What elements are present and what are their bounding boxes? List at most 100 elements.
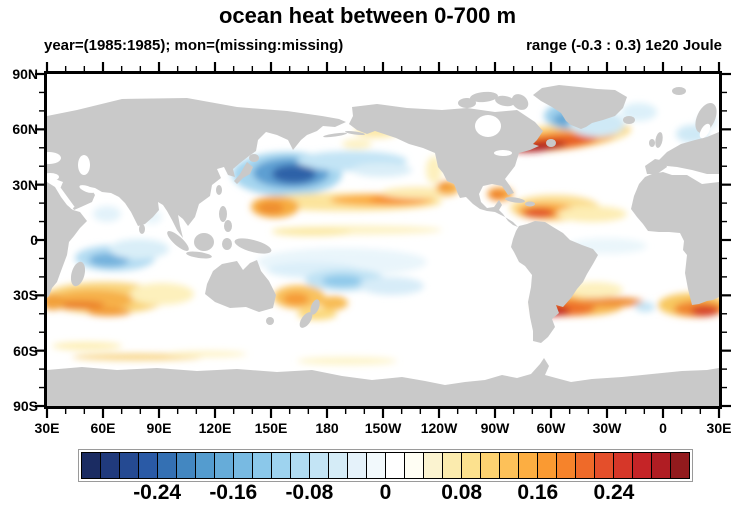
x-tick-label: 90E (146, 420, 172, 436)
landmass-scandinavia (695, 103, 717, 133)
colorbar-cell (310, 453, 329, 478)
x-tick-label: 120W (420, 420, 458, 436)
landmass-south-america (511, 221, 598, 343)
sea-hudson-bay (475, 115, 501, 137)
colorbar-cell (500, 453, 519, 478)
landmass-africa-west (631, 172, 719, 305)
landmass-australia (205, 260, 276, 312)
landmass-madagascar (70, 261, 86, 287)
landmass-africa-east (47, 182, 87, 298)
colorbar-label: 0.24 (593, 481, 635, 504)
x-tick-label: 30E (34, 420, 60, 436)
x-tick-label: 150W (364, 420, 402, 436)
x-tick-label: 60W (536, 420, 566, 436)
x-tick-label: 60E (90, 420, 116, 436)
y-tick-label: 0 (30, 232, 38, 248)
landmass-arctic-island-1 (470, 91, 498, 103)
landmass-sri-lanka (139, 224, 145, 234)
subtitle-row: year=(1985:1985); mon=(missing:missing) … (44, 37, 722, 54)
landmass-iceland (623, 116, 635, 124)
colorbar-cell (367, 453, 386, 478)
x-tick-label: 30W (592, 420, 622, 436)
x-tick-label: 150E (254, 420, 288, 436)
colorbar-cell (253, 453, 272, 478)
landmass-greenland (533, 85, 627, 129)
anomaly-sw-pacific-blue (305, 269, 424, 295)
anomaly-nw-pacific-blue (232, 151, 412, 196)
colorbar-cell (101, 453, 120, 478)
y-tick-label: 30N (12, 176, 38, 193)
landmass-baffin (511, 94, 529, 110)
landmass-aleutians-1 (323, 132, 347, 138)
colorbar-cell (595, 453, 614, 478)
landmass-java (186, 251, 212, 259)
colorbar-cell (557, 453, 576, 478)
colorbar-cell (576, 453, 595, 478)
x-tick-label: 30E (706, 420, 732, 436)
colorbar-cell (234, 453, 253, 478)
colorbar (78, 449, 693, 482)
landmass-tasmania (266, 317, 274, 325)
anomaly-agulhas-red (658, 293, 719, 317)
colorbar-cell (671, 453, 689, 478)
sea-mediterranean (47, 173, 59, 181)
colorbar-cell (386, 453, 405, 478)
sea-persian-gulf (79, 185, 95, 193)
anomaly-south-indian-orange (47, 282, 194, 316)
landmass-new-guinea (234, 238, 272, 254)
subtitle-left: year=(1985:1985); mon=(missing:missing) (44, 37, 344, 54)
y-tick-label: 90N (12, 66, 38, 82)
x-tick-label: 180 (315, 420, 339, 436)
anomaly-north-pacific-orange-band (251, 187, 457, 218)
y-tick-label: 90S (13, 398, 38, 414)
landmass-aleutians-2 (345, 130, 365, 136)
colorbar-label: 0 (379, 481, 392, 504)
landmass-nz-south (299, 312, 313, 328)
x-tick-label: 0 (659, 420, 667, 436)
colorbar-cell (158, 453, 177, 478)
colorbar-cell (481, 453, 500, 478)
colorbar-cell (139, 453, 158, 478)
colorbar-cell (177, 453, 196, 478)
colorbar-cell (652, 453, 671, 478)
colorbar-cell (519, 453, 538, 478)
landmass-europe (659, 132, 719, 174)
landmass-eurasia (47, 98, 346, 238)
landmass-cuba (505, 197, 525, 203)
colorbar-label: -0.16 (209, 481, 258, 504)
landmass-iberia (645, 159, 667, 174)
landmass-taiwan (216, 185, 222, 195)
landmass-arctic-island-2 (495, 95, 515, 107)
lakes-great-lakes (494, 150, 512, 156)
landmass-mindanao (224, 220, 232, 232)
anomaly-alaska-faint (342, 139, 372, 149)
landmass-hispaniola (525, 201, 535, 207)
colorbar-cell (633, 453, 652, 478)
colorbar-cell (538, 453, 557, 478)
landmass-newfoundland (546, 139, 556, 147)
sea-caspian (78, 155, 90, 175)
x-tick-label: 90W (480, 420, 510, 436)
anomaly-field (47, 102, 719, 365)
sea-baltic (699, 123, 711, 139)
landmass-hokkaido (249, 154, 259, 162)
anomaly-gulf-of-california (436, 181, 460, 195)
y-tick-label: 60N (12, 121, 38, 138)
landmass-ireland (649, 139, 655, 147)
x-tick-label: 120E (198, 420, 232, 436)
colorbar-cell (196, 453, 215, 478)
sea-black-sea (47, 152, 61, 164)
colorbar-cell (329, 453, 348, 478)
colorbar-cell (82, 453, 101, 478)
landmass-svalbard (672, 87, 686, 95)
colorbar-cell (120, 453, 139, 478)
colorbar-cell (462, 453, 481, 478)
landmass-borneo (194, 233, 214, 251)
landmass-britain (655, 132, 663, 148)
landmass-japan (234, 162, 253, 184)
landmass-sumatra (167, 231, 189, 251)
colorbar-cell (348, 453, 367, 478)
colorbar-cell (424, 453, 443, 478)
subtitle-right: range (-0.3 : 0.3) 1e20 Joule (526, 37, 722, 54)
